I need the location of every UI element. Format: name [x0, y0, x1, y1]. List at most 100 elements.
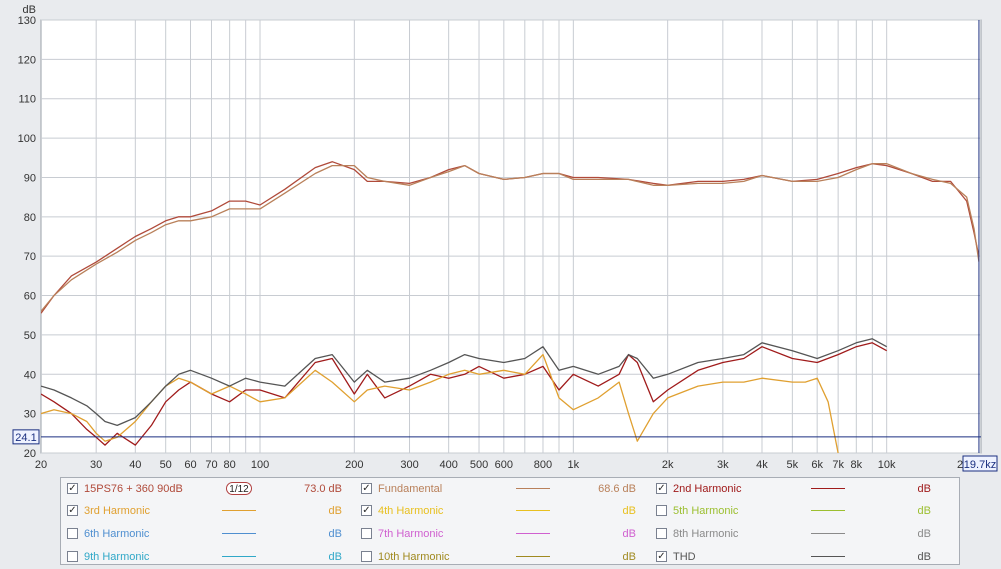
y-tick-label: 130 [18, 15, 36, 27]
x-tick-label: 300 [400, 459, 418, 471]
y-tick-label: 110 [18, 94, 36, 106]
x-left-edge-label: 2 [957, 459, 963, 471]
legend-swatch [222, 556, 256, 557]
legend-label: 2nd Harmonic [673, 483, 742, 495]
series-line-4 [41, 338, 888, 427]
series-group [41, 161, 980, 453]
y-tick-label: 20 [24, 448, 36, 460]
legend-value: dB [917, 483, 931, 495]
legend-item: ✓ 15PS76 + 360 90dB 1/12 73.0 dB [67, 480, 342, 498]
legend-item: 5th Harmonic dB [656, 502, 931, 520]
legend-item: 6th Harmonic dB [67, 525, 342, 543]
legend-label: Fundamental [378, 483, 443, 495]
legend-value: dB [328, 551, 342, 563]
legend-label: 9th Harmonic [84, 551, 150, 563]
x-tick-label: 80 [224, 459, 236, 471]
y-tick-label: 80 [24, 212, 36, 224]
y-axis-label: dB [23, 4, 36, 16]
legend-swatch [516, 510, 550, 511]
legend-item: 7th Harmonic dB [361, 525, 636, 543]
legend-item: 9th Harmonic dB [67, 548, 342, 566]
x-tick-label: 4k [756, 459, 768, 471]
legend-swatch [811, 556, 845, 557]
legend-swatch [811, 510, 845, 511]
x-tick-label: 10k [878, 459, 896, 471]
legend-swatch [811, 533, 845, 534]
x-tick-label: 800 [534, 459, 552, 471]
legend-swatch [222, 533, 256, 534]
legend-value: dB [622, 505, 636, 517]
series-line-2 [41, 342, 888, 446]
legend-item: ✓ Fundamental 68.6 dB [361, 480, 636, 498]
x-tick-label: 8k [850, 459, 862, 471]
legend-checkbox[interactable]: ✓ [67, 505, 78, 516]
legend-checkbox[interactable]: ✓ [656, 483, 667, 494]
legend-value: dB [917, 505, 931, 517]
smoothing-badge[interactable]: 1/12 [226, 482, 252, 495]
x-tick-label: 40 [129, 459, 141, 471]
legend-label: 7th Harmonic [378, 528, 444, 540]
y-tick-label: 40 [24, 369, 36, 381]
legend-checkbox[interactable] [361, 528, 372, 539]
legend-checkbox[interactable]: ✓ [656, 551, 667, 562]
y-tick-label: 50 [24, 330, 36, 342]
legend-value: dB [622, 551, 636, 563]
y-tick-label: 60 [24, 291, 36, 303]
x-tick-label: 200 [345, 459, 363, 471]
legend-value: 73.0 dB [304, 483, 342, 495]
legend-swatch [222, 510, 256, 511]
legend-value: 68.6 dB [598, 483, 636, 495]
legend-value: dB [622, 528, 636, 540]
legend-checkbox[interactable]: ✓ [67, 483, 78, 494]
legend-checkbox[interactable] [656, 528, 667, 539]
x-tick-label: 60 [184, 459, 196, 471]
legend-checkbox[interactable] [67, 528, 78, 539]
y-tick-label: 120 [18, 54, 36, 66]
legend-item: 8th Harmonic dB [656, 525, 931, 543]
y-tick-label: 70 [24, 251, 36, 263]
legend-value: dB [917, 528, 931, 540]
x-tick-label: 1k [568, 459, 580, 471]
legend-swatch [811, 488, 845, 489]
legend-label: 3rd Harmonic [84, 505, 151, 517]
x-tick-label: 2k [662, 459, 674, 471]
legend-checkbox[interactable] [67, 551, 78, 562]
x-tick-label: 30 [90, 459, 102, 471]
legend-label: 10th Harmonic [378, 551, 450, 563]
legend-swatch [516, 556, 550, 557]
legend-checkbox[interactable]: ✓ [361, 505, 372, 516]
legend-checkbox[interactable] [361, 551, 372, 562]
x-tick-label: 600 [495, 459, 513, 471]
legend-value: dB [328, 505, 342, 517]
x-tick-label: 20 [35, 459, 47, 471]
x-tick-label: 6k [811, 459, 823, 471]
x-tick-label: 5k [787, 459, 799, 471]
x-tick-label: 3k [717, 459, 729, 471]
x-tick-label: 500 [470, 459, 488, 471]
y-tick-label: 90 [24, 172, 36, 184]
plot-area [40, 19, 982, 454]
legend-checkbox[interactable]: ✓ [361, 483, 372, 494]
legend-label: 5th Harmonic [673, 505, 739, 517]
x-tick-label: 400 [439, 459, 457, 471]
legend-item: ✓ 2nd Harmonic dB [656, 480, 931, 498]
legend-label: 8th Harmonic [673, 528, 739, 540]
legend-label: THD [673, 551, 696, 563]
series-line-1 [41, 163, 980, 312]
legend-swatch [516, 488, 550, 489]
legend-value: dB [328, 528, 342, 540]
legend-checkbox[interactable] [656, 505, 667, 516]
x-tick-label: 7k [832, 459, 844, 471]
cursor-y-box [12, 429, 40, 445]
legend-value: dB [917, 551, 931, 563]
legend-label: 15PS76 + 360 90dB [84, 483, 183, 495]
x-tick-label: 50 [160, 459, 172, 471]
legend-item: ✓ 4th Harmonic dB [361, 502, 636, 520]
y-tick-label: 100 [18, 133, 36, 145]
legend-item: ✓ 3rd Harmonic dB [67, 502, 342, 520]
legend-label: 4th Harmonic [378, 505, 444, 517]
legend-item: ✓ THD dB [656, 548, 931, 566]
legend-label: 6th Harmonic [84, 528, 150, 540]
cursor-x-label: 19.7kz [964, 459, 996, 471]
